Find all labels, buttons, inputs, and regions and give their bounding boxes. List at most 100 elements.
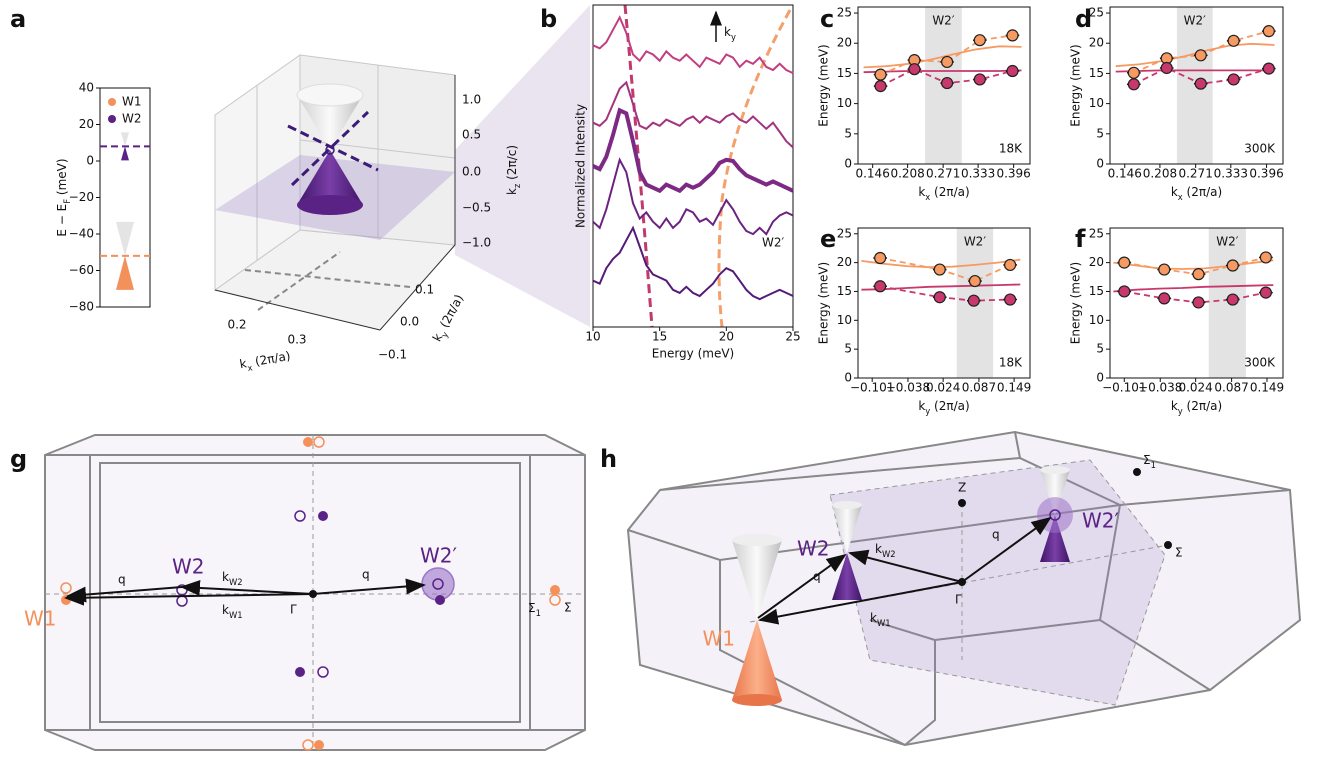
x-tick-label: 0.146 xyxy=(855,167,889,181)
x-tick-label: 0.149 xyxy=(997,381,1031,395)
y-tick-label: −20 xyxy=(69,190,94,204)
x-tick-label: −0.101 xyxy=(1102,381,1146,395)
k-w2-label: kW2 xyxy=(875,542,896,559)
data-point xyxy=(1259,251,1272,264)
data-point xyxy=(874,251,887,265)
ky-tick-label: 0.0 xyxy=(400,315,419,329)
kz-tick-label: 0.5 xyxy=(462,128,481,142)
connector-line xyxy=(880,34,1013,76)
x-tick-label: −0.038 xyxy=(886,381,930,395)
y-tick-label: −60 xyxy=(69,263,94,277)
text-part: Σ xyxy=(1143,453,1151,467)
data-point xyxy=(1006,29,1019,42)
k-w1-label: kW1 xyxy=(222,603,243,620)
data-point xyxy=(1262,62,1275,75)
data-point xyxy=(1127,66,1140,79)
text-part: k xyxy=(875,542,882,556)
y-tick-label: 5 xyxy=(844,342,852,356)
y-tick-label: 5 xyxy=(844,126,852,140)
x-tick-label: 0.146 xyxy=(1108,167,1142,181)
panel-letter: f xyxy=(1075,225,1086,253)
y-tick-label: 20 xyxy=(79,117,94,131)
text-part: (2π/a) xyxy=(1183,399,1222,413)
text-part: E − E xyxy=(55,204,69,237)
legend-label: W1 xyxy=(122,95,142,109)
subscript: y xyxy=(1178,406,1183,416)
text-part: k xyxy=(222,603,229,617)
w2p-label: W2′ xyxy=(1082,509,1120,533)
w1-label: W1 xyxy=(24,607,57,631)
text-part: (2π/a) xyxy=(250,348,291,369)
spectrum xyxy=(592,80,794,149)
legend-label: W2 xyxy=(122,112,142,126)
text-part: (2π/a) xyxy=(930,185,969,199)
data-point xyxy=(1127,78,1140,91)
y-tick-label: 0 xyxy=(1096,371,1104,385)
panel-letter: b xyxy=(540,5,557,33)
y-tick-label: 25 xyxy=(1089,6,1104,20)
spectrum xyxy=(592,225,794,301)
x-tick-label: 0.396 xyxy=(1249,167,1283,181)
bz-3d-view xyxy=(626,430,1302,747)
y-axis-label: Normalized Intensity xyxy=(574,104,588,228)
panel-letter: h xyxy=(600,445,617,473)
connector-line xyxy=(879,285,1011,302)
spectrum xyxy=(592,107,794,194)
data-point xyxy=(1004,258,1017,272)
z-label: Z xyxy=(958,481,966,495)
x-tick-label: 15 xyxy=(652,330,667,344)
data-point xyxy=(1227,34,1240,47)
x-tick-label: 25 xyxy=(785,330,800,344)
panel-letter: a xyxy=(10,5,26,33)
fit-line xyxy=(863,69,1022,74)
data-point xyxy=(968,274,982,288)
text-part: k xyxy=(1171,399,1178,413)
kz-tick-label: 1.0 xyxy=(462,93,481,107)
region-label: W2′ xyxy=(1184,14,1207,28)
y-tick-label: 0 xyxy=(86,154,94,168)
text-part: k xyxy=(918,185,925,199)
data-point xyxy=(1158,263,1171,276)
subscript: W1 xyxy=(877,618,891,628)
shaded-region xyxy=(1176,7,1213,164)
subscript: y xyxy=(439,330,450,339)
data-point xyxy=(1259,286,1272,299)
subscript: W1 xyxy=(229,610,243,620)
text-part: k xyxy=(505,188,519,195)
wavevectors xyxy=(757,468,1172,625)
subscript: x xyxy=(925,192,930,202)
data-point xyxy=(1227,73,1240,86)
x-axis-label: kx (2π/a) xyxy=(918,185,969,202)
text-part: k xyxy=(870,611,877,625)
region-label: W2′ xyxy=(964,235,987,249)
y-tick-label: 40 xyxy=(79,81,94,95)
panel-letter: g xyxy=(10,445,27,473)
data-point xyxy=(1118,285,1131,298)
kz-tick-label: 0.0 xyxy=(462,165,481,179)
x-axis-label: kx (2π/a) xyxy=(1171,185,1222,202)
subscript: W2 xyxy=(882,549,896,559)
y-tick-label: 10 xyxy=(837,96,852,110)
subscript: y xyxy=(925,406,930,416)
fit-line xyxy=(863,45,1022,69)
sigma-label: Σ xyxy=(564,601,572,615)
legend-marker xyxy=(108,98,116,106)
text-part: Σ xyxy=(528,601,536,615)
q-label: q xyxy=(992,528,1000,542)
dispersion-fit xyxy=(717,9,792,328)
y-axis-label: Energy (meV) xyxy=(1069,262,1083,344)
x-axis-label: ky (2π/a) xyxy=(918,399,969,416)
data-point xyxy=(967,294,980,307)
data-point xyxy=(874,68,887,81)
text-part: (2π/a) xyxy=(435,292,466,333)
k-w1-label: kW1 xyxy=(870,611,891,628)
subscript: W2 xyxy=(229,577,243,587)
fit-line xyxy=(1113,259,1274,270)
ky-tick-label: 0.1 xyxy=(415,283,434,297)
data-point xyxy=(941,76,954,90)
data-point xyxy=(1158,292,1171,305)
y-axis-label: Energy (meV) xyxy=(817,44,831,126)
x-tick-label: 0.333 xyxy=(961,167,995,181)
y-tick-label: 25 xyxy=(837,226,852,240)
